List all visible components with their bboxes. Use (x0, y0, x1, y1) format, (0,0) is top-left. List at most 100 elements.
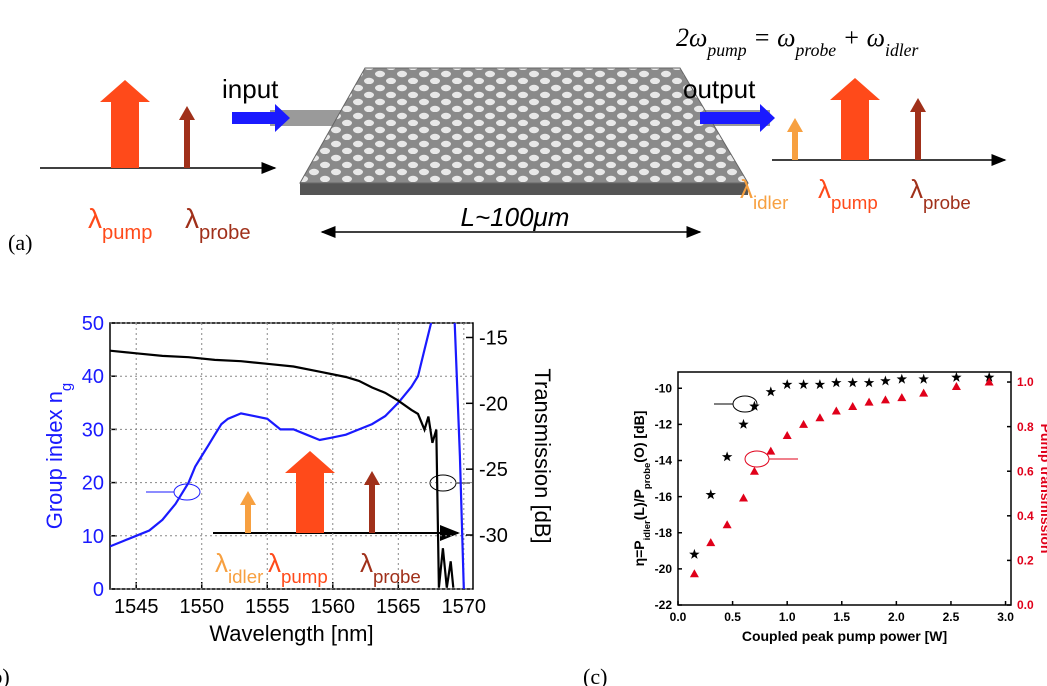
data-point (951, 381, 961, 390)
equation-part: pump (705, 40, 746, 60)
x-tick-label: 2.0 (888, 610, 905, 624)
wavelength-label: λprobe (910, 174, 971, 213)
equation-part: 2ω (676, 23, 707, 52)
data-point (738, 418, 749, 429)
lambda-subscript: probe (923, 192, 971, 213)
wavelength-label: λidler (740, 174, 788, 213)
lambda-subscript: pump (281, 566, 328, 587)
data-point (799, 419, 809, 428)
y2-axis-label: Transmission [dB] (530, 368, 555, 543)
data-point (864, 397, 874, 406)
y2-tick-label: 0.0 (1017, 598, 1034, 612)
lambda-subscript: probe (373, 566, 421, 587)
lambda-symbol: λ (215, 548, 228, 578)
wavelength-label: λpump (818, 174, 878, 213)
output-arrow (700, 104, 775, 132)
y2-axis-label-part: Transmission [dB] (530, 368, 555, 543)
y-tick-label: 20 (82, 473, 104, 495)
x-tick-label: 2.5 (943, 610, 960, 624)
x-tick-label: 1570 (442, 596, 487, 618)
lambda-symbol: λ (185, 203, 199, 234)
equation: 2ωpump = ωprobe + ωidler (676, 23, 919, 60)
data-point (721, 451, 733, 462)
y2-tick-label: 0.6 (1017, 464, 1034, 478)
equation-part: + ω (836, 23, 885, 52)
y2-tick-label: -15 (479, 327, 508, 349)
output-label: output (683, 74, 756, 104)
x-tick-label: 1.5 (833, 610, 850, 624)
waveguide-diagram (40, 67, 1007, 238)
y2-axis-label-part: Pump transmission (1038, 424, 1047, 554)
series-marker (744, 450, 770, 468)
x-tick-label: 1555 (245, 596, 290, 618)
wavelength-label: λpump (88, 203, 152, 244)
x-tick-label: 3.0 (997, 610, 1014, 624)
y-axis-label-part: (O) [dB] (631, 411, 647, 463)
lambda-symbol: λ (360, 548, 373, 578)
data-point (782, 431, 792, 440)
y2-tick-label: -30 (479, 525, 508, 547)
y-tick-label: 50 (82, 313, 104, 335)
x-axis-label: Wavelength [nm] (209, 621, 373, 646)
data-point (983, 371, 995, 382)
data-point (815, 413, 825, 422)
y-tick-label: -22 (655, 598, 673, 612)
slab-edge (300, 183, 748, 195)
data-point (919, 388, 929, 397)
lambda-symbol: λ (88, 203, 102, 234)
panel-label: (b) (0, 664, 10, 686)
x-tick-label: 1565 (376, 596, 421, 618)
y2-tick-label: -25 (479, 459, 508, 481)
lambda-subscript: probe (199, 222, 251, 244)
lambda-symbol: λ (818, 174, 831, 204)
data-point (880, 395, 890, 404)
annotations-c (714, 395, 798, 468)
x-tick-label: 1550 (179, 596, 224, 618)
x-tick-label: 1.0 (779, 610, 796, 624)
spectral-line (240, 491, 256, 533)
data-point (689, 548, 700, 559)
wavelength-label: λprobe (185, 203, 251, 244)
spectral-line (787, 118, 803, 160)
data-point (847, 377, 858, 388)
lambda-subscript: idler (228, 566, 263, 587)
data-point (984, 377, 994, 386)
data-point (863, 377, 875, 388)
x-axis-label: Coupled peak pump power [W] (742, 628, 947, 644)
y2-tick-label: 0.2 (1017, 554, 1034, 568)
data-point (689, 569, 699, 578)
spectral-line (285, 451, 335, 533)
y2-tick-label: -20 (479, 393, 508, 415)
y-tick-label: -12 (655, 418, 673, 432)
spectral-line (830, 78, 880, 160)
input-label: input (222, 74, 279, 104)
y-axis-label: Group index ng (42, 383, 75, 530)
data-point (918, 373, 929, 384)
y-tick-label: 10 (82, 526, 104, 548)
data-point (781, 379, 793, 390)
spectral-line (100, 80, 150, 168)
data-point (706, 538, 716, 547)
data-point (798, 379, 809, 390)
y-tick-label: 30 (82, 419, 104, 441)
y2-tick-label: 0.4 (1017, 509, 1034, 523)
series-marker (429, 474, 457, 492)
data-point (831, 377, 842, 388)
lambda-subscript: pump (102, 222, 152, 244)
y2-tick-label: 0.8 (1017, 420, 1034, 434)
x-tick-label: 0.5 (724, 610, 741, 624)
data-point (722, 520, 732, 529)
y-axis-label-part: Group index n (42, 391, 67, 529)
y-tick-label: -10 (655, 381, 673, 395)
slab (299, 67, 749, 184)
equation-part: = ω (747, 23, 796, 52)
y-tick-label: -14 (655, 454, 673, 468)
data-line (110, 349, 455, 588)
data-point (739, 493, 749, 502)
data-point (765, 386, 776, 397)
plot-frame (677, 371, 1012, 606)
spectral-line (364, 471, 380, 533)
plot-frame (109, 322, 474, 590)
lambda-symbol: λ (910, 174, 923, 204)
